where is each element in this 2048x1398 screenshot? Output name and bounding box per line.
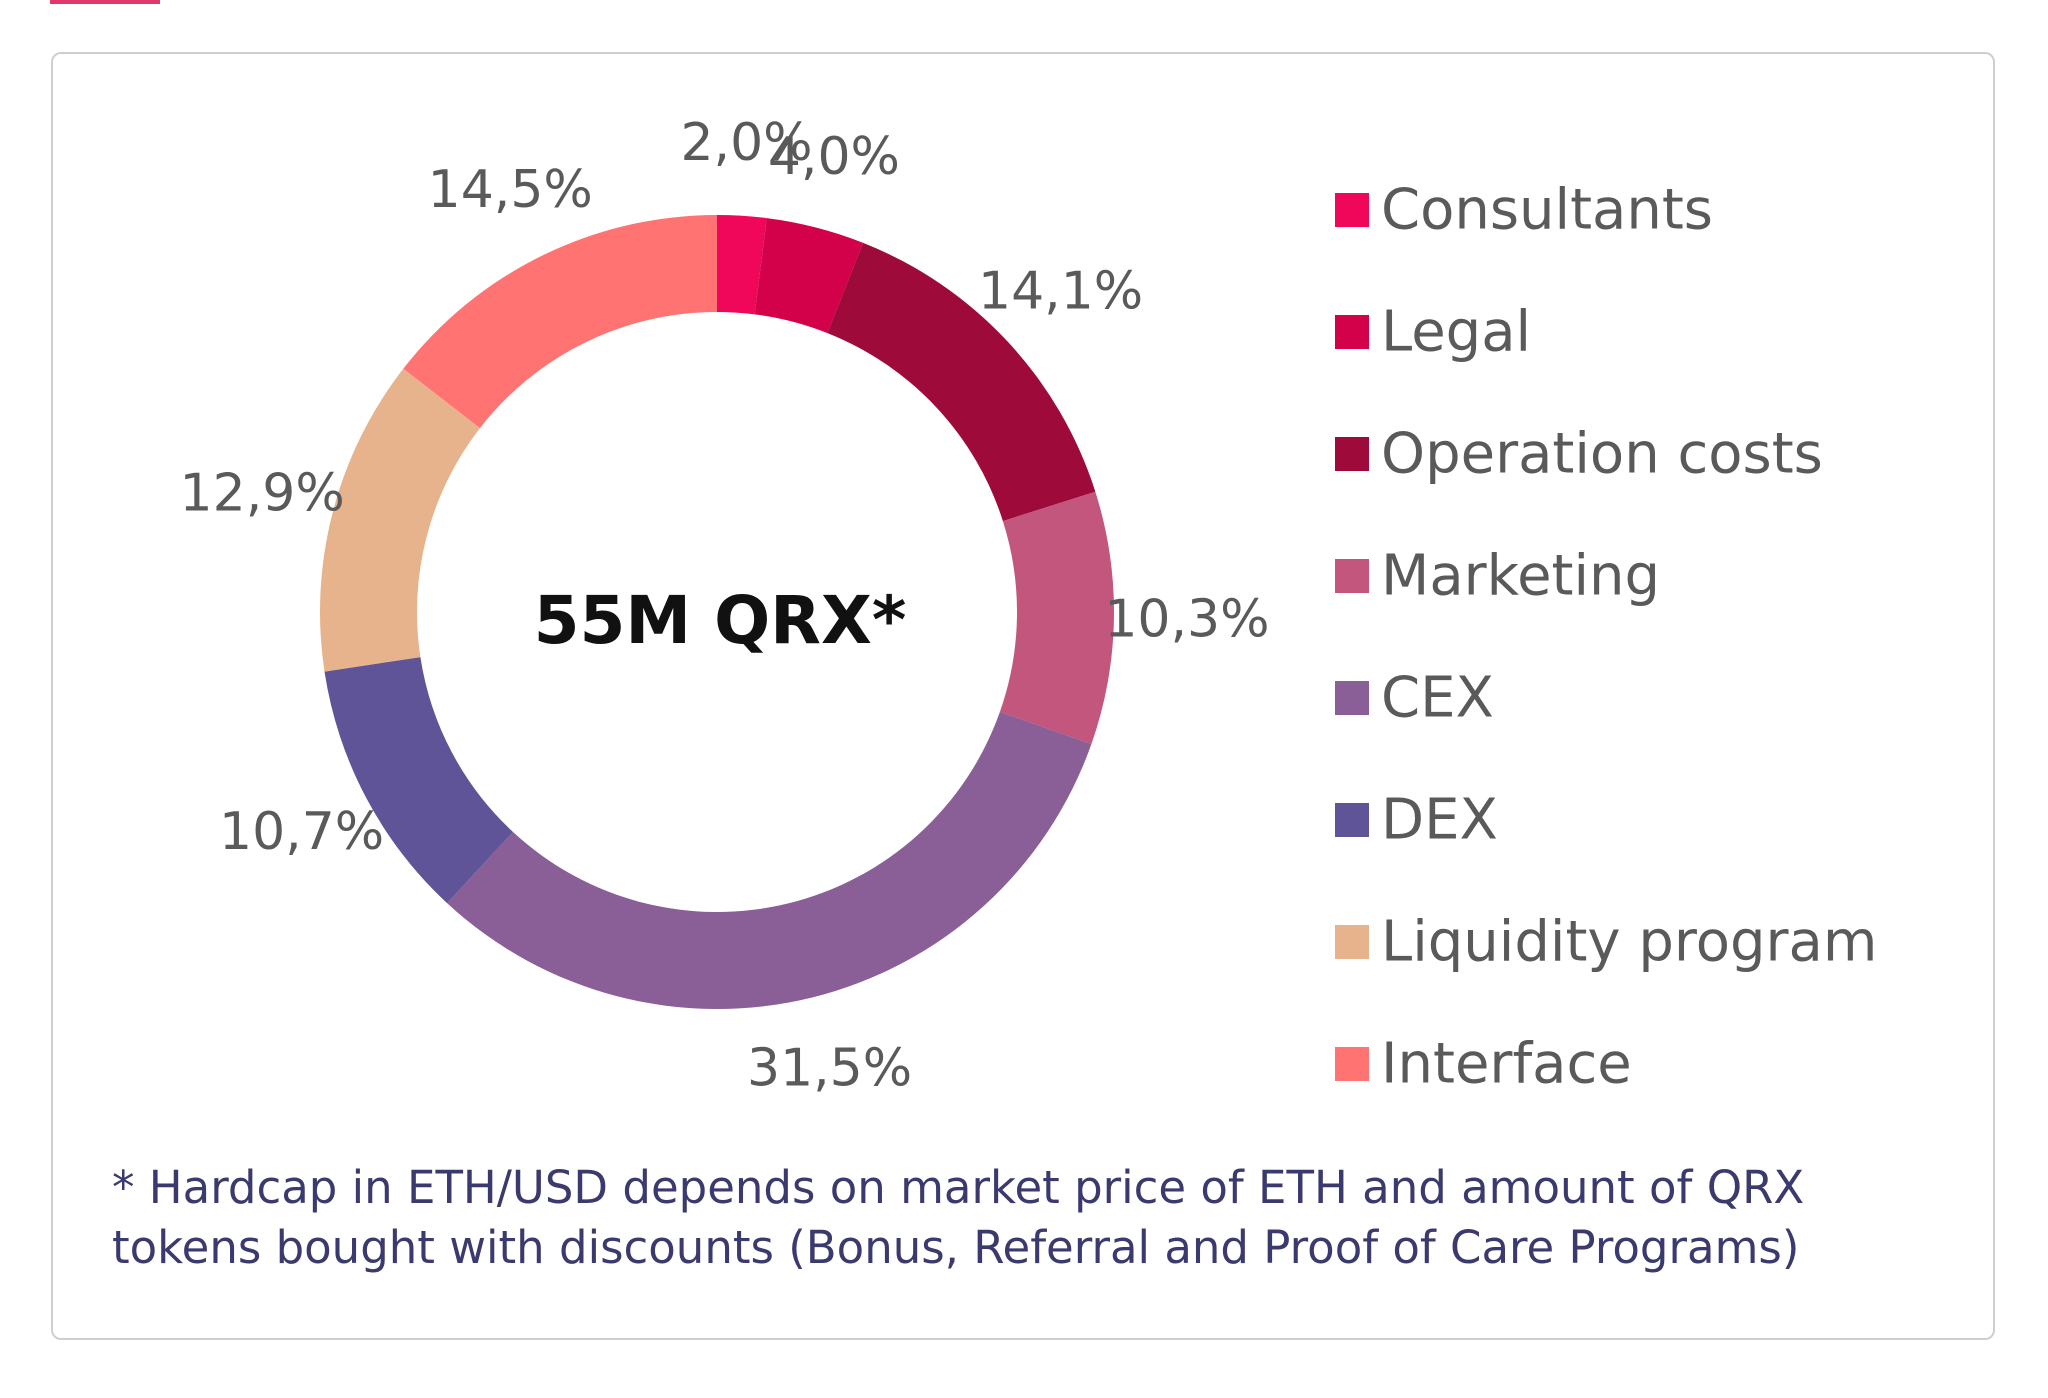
slice-label-consultants: 2,0% bbox=[680, 113, 812, 173]
slice-label-marketing: 10,3% bbox=[1104, 589, 1269, 649]
slice-cex bbox=[447, 711, 1092, 1009]
legend-swatch-interface bbox=[1335, 1047, 1369, 1081]
legend-swatch-operation-costs bbox=[1335, 437, 1369, 471]
legend-item-dex: DEX bbox=[1335, 788, 1498, 853]
footnote-line-2: tokens bought with discounts (Bonus, Ref… bbox=[112, 1221, 1800, 1274]
legend-swatch-legal bbox=[1335, 315, 1369, 349]
slice-label-interface: 14,5% bbox=[428, 160, 593, 220]
legend-swatch-consultants bbox=[1335, 193, 1369, 227]
slice-consultants bbox=[717, 215, 767, 315]
footnote: * Hardcap in ETH/USD depends on market p… bbox=[112, 1158, 1992, 1278]
legend-label-legal: Legal bbox=[1381, 300, 1531, 365]
legend-item-consultants: Consultants bbox=[1335, 178, 1713, 243]
donut-slices bbox=[319, 215, 1114, 1009]
slice-label-liquidity-program: 12,9% bbox=[180, 464, 345, 524]
slice-dex bbox=[324, 657, 514, 904]
legend-label-liquidity-program: Liquidity program bbox=[1381, 910, 1877, 975]
legend-item-liquidity-program: Liquidity program bbox=[1335, 910, 1877, 975]
legend-item-legal: Legal bbox=[1335, 300, 1531, 365]
legend-label-operation-costs: Operation costs bbox=[1381, 422, 1823, 487]
slice-label-operation-costs: 14,1% bbox=[978, 261, 1143, 321]
slice-legal bbox=[754, 218, 864, 334]
legend: Consultants Legal Operation costs Marketing… bbox=[1335, 178, 1877, 1097]
legend-label-marketing: Marketing bbox=[1381, 544, 1660, 609]
legend-swatch-cex bbox=[1335, 681, 1369, 715]
legend-label-interface: Interface bbox=[1381, 1032, 1632, 1097]
slice-marketing bbox=[999, 491, 1114, 745]
donut-center-label: 55M QRX* bbox=[534, 582, 907, 659]
slice-label-legal: 4,0% bbox=[768, 127, 900, 187]
legend-swatch-marketing bbox=[1335, 559, 1369, 593]
footnote-line-1: * Hardcap in ETH/USD depends on market p… bbox=[112, 1161, 1805, 1214]
legend-item-marketing: Marketing bbox=[1335, 544, 1660, 609]
legend-label-cex: CEX bbox=[1381, 666, 1494, 731]
slice-operation-costs bbox=[827, 242, 1096, 522]
slice-interface bbox=[403, 215, 717, 429]
legend-item-interface: Interface bbox=[1335, 1032, 1632, 1097]
top-accent-bar bbox=[50, 0, 160, 4]
slice-label-dex: 10,7% bbox=[219, 802, 384, 862]
legend-item-cex: CEX bbox=[1335, 666, 1494, 731]
slice-label-cex: 31,5% bbox=[747, 1038, 912, 1098]
slice-liquidity-program bbox=[319, 368, 480, 672]
legend-label-dex: DEX bbox=[1381, 788, 1498, 853]
legend-swatch-dex bbox=[1335, 803, 1369, 837]
legend-swatch-liquidity-program bbox=[1335, 925, 1369, 959]
legend-label-consultants: Consultants bbox=[1381, 178, 1713, 243]
slice-labels: 2,0%4,0% 14,1% 10,3% 31,5% 10,7% 12,9% 14,5% bbox=[180, 113, 1270, 1098]
legend-item-operation-costs: Operation costs bbox=[1335, 422, 1823, 487]
